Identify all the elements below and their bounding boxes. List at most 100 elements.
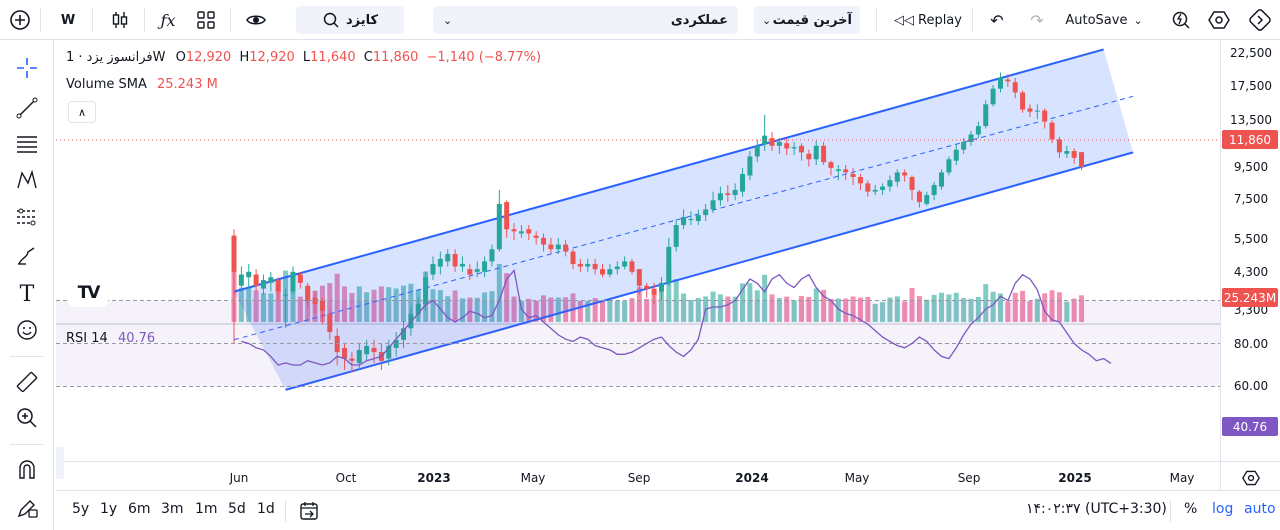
clock-timezone[interactable]: ۱۴:۰۲:۳۷ (UTC+3:30) <box>1026 501 1167 517</box>
channel-upper-line <box>233 48 1104 293</box>
candle-body <box>828 162 834 168</box>
range-1d[interactable]: 1d <box>257 501 275 517</box>
bottom-toolbar: 5y 1y 6m 3m 1m 5d 1d ۱۴:۰۲:۳۷ (UTC+3:30)… <box>56 490 1280 530</box>
interval-button[interactable]: W <box>60 12 76 28</box>
volume-bar <box>327 283 333 322</box>
quick-search-button[interactable] <box>1166 4 1196 36</box>
magnet-tool[interactable] <box>9 454 45 486</box>
settings-button[interactable] <box>1204 4 1234 36</box>
volume-bar <box>975 297 981 322</box>
percent-toggle[interactable]: % <box>1184 501 1198 517</box>
chevron-down-icon: ⌄ <box>762 13 772 27</box>
top-toolbar: W ƒx کایزد ⌄ عملکردی ⌄ آخرین قیمت ◁◁ Rep… <box>0 0 1280 40</box>
autosave-button[interactable]: AutoSave ⌄ <box>1058 4 1150 36</box>
candle-body <box>563 244 569 252</box>
magnet-icon <box>19 460 35 479</box>
undo-button[interactable]: ↶ <box>982 4 1012 36</box>
high-label: H <box>239 50 250 65</box>
volume-bar <box>872 303 878 322</box>
candle-body <box>1012 82 1018 93</box>
volume-bar <box>1071 298 1077 322</box>
candle-body <box>592 263 598 270</box>
chart-canvas[interactable] <box>56 41 1280 490</box>
candle-body <box>600 269 605 275</box>
auto-toggle[interactable]: auto <box>1244 501 1276 517</box>
indicators-button[interactable]: ƒx <box>152 4 184 36</box>
emoji-tool[interactable] <box>9 314 45 346</box>
candle-body <box>688 219 694 221</box>
rsi-label[interactable]: RSI 14 <box>66 331 108 346</box>
calendar-arrow-icon <box>300 502 318 520</box>
smiley-icon <box>17 320 37 340</box>
horizontal-lines-tool[interactable] <box>9 128 45 160</box>
time-tick: Sep <box>957 471 981 485</box>
axis-settings-button[interactable] <box>1242 469 1260 491</box>
undo-icon: ↶ <box>990 10 1004 30</box>
candle-body <box>629 261 635 272</box>
range-1y[interactable]: 1y <box>100 501 118 517</box>
candle-body <box>246 271 252 278</box>
layout-select[interactable]: ⌄ عملکردی <box>433 6 738 34</box>
compare-label: کایزد <box>345 12 379 28</box>
lock-drawings-tool[interactable] <box>9 492 45 524</box>
chevron-down-icon: ⌄ <box>1133 13 1143 27</box>
volume-bar <box>880 302 886 322</box>
volume-bar <box>533 300 539 322</box>
volume-label[interactable]: Volume SMA <box>66 77 147 92</box>
volume-bar <box>577 300 583 322</box>
crosshair-tool[interactable] <box>9 52 45 84</box>
fib-tool[interactable] <box>9 202 45 234</box>
candle-body <box>1034 110 1040 112</box>
time-tick: 2024 <box>735 471 769 485</box>
zoom-tool[interactable] <box>9 402 45 434</box>
candle-body <box>798 145 804 153</box>
range-1m[interactable]: 1m <box>195 501 218 517</box>
candle-body <box>850 173 856 178</box>
compare-button[interactable]: کایزد <box>296 6 404 34</box>
volume-bar <box>445 296 451 322</box>
open-value: 12,920 <box>185 50 232 65</box>
templates-button[interactable] <box>190 4 222 36</box>
volume-bar <box>865 297 871 322</box>
volume-bar <box>592 298 598 322</box>
tradingview-logo: TV <box>68 279 108 307</box>
candle-body <box>364 345 370 355</box>
volume-bar <box>740 283 746 322</box>
price-type-select[interactable]: ⌄ آخرین قیمت <box>754 6 860 34</box>
visibility-button[interactable] <box>240 4 272 36</box>
toolbar-separator <box>92 8 93 32</box>
trend-line-tool[interactable] <box>9 92 45 124</box>
symbol-label[interactable]: فرانسوز یزد · 1W <box>66 50 166 65</box>
price-tick: 17,500 <box>1230 79 1272 93</box>
pattern-tool[interactable] <box>9 164 45 196</box>
toolbar-separator <box>876 8 877 32</box>
range-5y[interactable]: 5y <box>72 501 90 517</box>
collapse-legend-button[interactable]: ∧ <box>68 101 96 123</box>
close-value: 11,860 <box>372 50 419 65</box>
chart-type-button[interactable] <box>104 4 136 36</box>
range-5d[interactable]: 5d <box>228 501 246 517</box>
measure-tool[interactable] <box>9 366 45 398</box>
brush-tool[interactable] <box>9 240 45 272</box>
log-toggle[interactable]: log <box>1212 501 1234 517</box>
pattern-icon <box>17 169 37 189</box>
range-3m[interactable]: 3m <box>161 501 184 517</box>
zoom-in-icon <box>17 408 37 428</box>
goto-date-button[interactable] <box>298 500 320 526</box>
hide-panel-button[interactable] <box>1244 4 1276 36</box>
hexagon-settings-icon <box>1242 470 1260 486</box>
replay-button[interactable]: ◁◁ Replay <box>892 4 964 36</box>
range-6m[interactable]: 6m <box>128 501 151 517</box>
chevron-up-icon: ∧ <box>77 105 87 119</box>
text-tool[interactable]: T <box>9 278 45 310</box>
volume-bar <box>894 296 900 322</box>
add-symbol-button[interactable] <box>4 4 36 36</box>
plus-circle-icon <box>10 10 30 30</box>
redo-button[interactable]: ↷ <box>1022 4 1052 36</box>
candle-body <box>740 173 746 192</box>
chart-area[interactable]: فرانسوز یزد · 1W O12,920 H12,920 L11,640… <box>56 41 1280 490</box>
volume-bar <box>1027 301 1033 322</box>
price-tick: 9,500 <box>1233 160 1269 174</box>
candle-body <box>666 246 672 283</box>
hexagon-settings-icon <box>1208 11 1230 29</box>
